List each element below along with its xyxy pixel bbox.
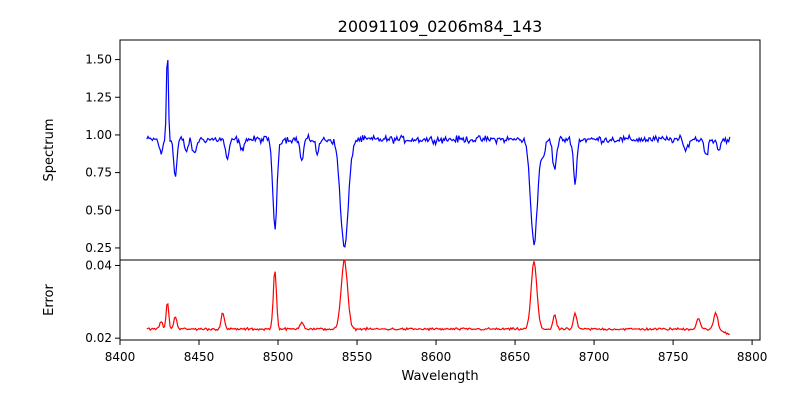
error-y-label: Error [42, 284, 57, 316]
spectrum-y-label: Spectrum [42, 119, 57, 182]
error-y-ticks: 0.02 0.04 [85, 258, 120, 345]
x-tick-label: 8650 [500, 350, 531, 364]
error-series-line [146, 259, 730, 336]
x-tick-label: 8800 [737, 350, 768, 364]
y-tick-label: 0.25 [85, 241, 112, 255]
spectrum-panel: 0.25 0.50 0.75 1.00 1.25 1.50 Spectrum [42, 39, 761, 261]
x-axis-ticks: 8400 8450 8500 8550 8600 8650 8700 8750 8800 [105, 340, 768, 364]
y-tick-label: 0.75 [85, 166, 112, 180]
y-tick-label: 1.50 [85, 53, 112, 67]
x-tick-label: 8750 [658, 350, 689, 364]
spectrum-y-ticks: 0.25 0.50 0.75 1.00 1.25 1.50 [85, 53, 120, 255]
y-tick-label: 1.25 [85, 90, 112, 104]
chart-title: 20091109_0206m84_143 [338, 17, 543, 37]
error-panel: 0.02 0.04 Error [42, 258, 761, 345]
spectrum-axes-frame [119, 39, 761, 261]
y-tick-label: 0.50 [85, 203, 112, 217]
x-tick-label: 8600 [421, 350, 452, 364]
x-tick-label: 8500 [263, 350, 294, 364]
x-tick-label: 8400 [105, 350, 136, 364]
x-axis-label: Wavelength [401, 369, 478, 384]
y-tick-label: 1.00 [85, 128, 112, 142]
y-tick-label: 0.04 [85, 258, 112, 272]
x-tick-label: 8550 [342, 350, 373, 364]
spectrum-series-line [146, 59, 731, 248]
x-tick-label: 8700 [579, 350, 610, 364]
y-tick-label: 0.02 [85, 331, 112, 345]
x-tick-label: 8450 [184, 350, 215, 364]
